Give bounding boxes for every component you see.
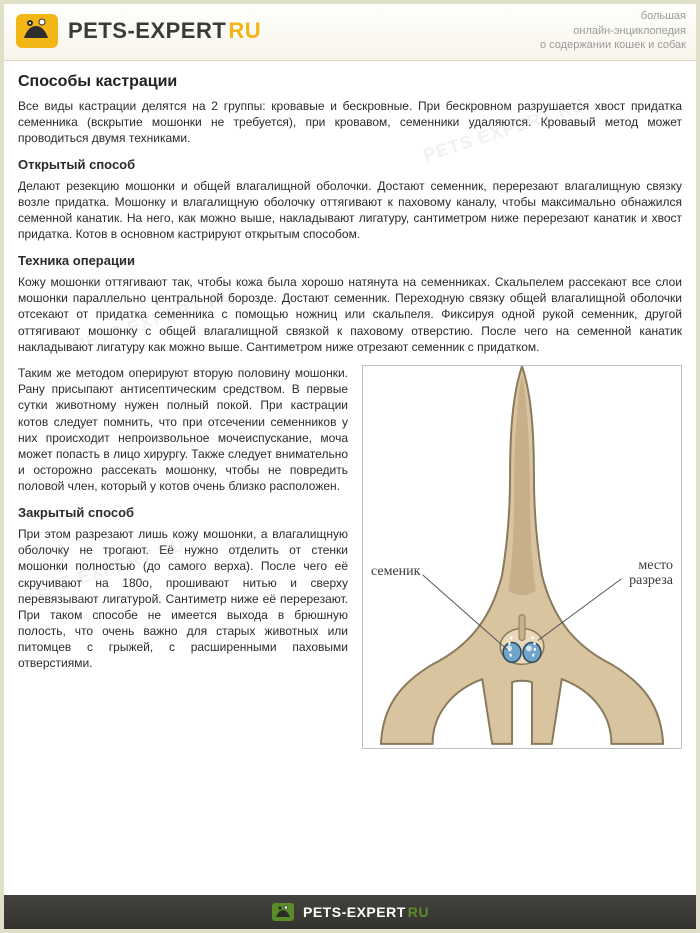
footer-brand-suffix: RU [408, 904, 429, 920]
tagline-line: Большая [540, 9, 686, 24]
brand-main: PETS-EXPERT [68, 18, 226, 43]
section-heading-open: Открытый способ [18, 156, 682, 174]
section-body-technique-2: Таким же методом оперируют вторую полови… [18, 365, 348, 495]
pets-logo-icon [14, 8, 60, 54]
section-heading-closed: Закрытый способ [18, 504, 348, 522]
content-two-column: Таким же методом оперируют вторую полови… [18, 365, 682, 749]
header: PETS-EXPERTRU Большая онлайн-энциклопеди… [0, 0, 700, 61]
article-content: Способы кастрации Все виды кастрации дел… [0, 61, 700, 757]
tagline-line: онлайн-энциклопедия [540, 24, 686, 39]
cat-anatomy-svg [363, 366, 681, 748]
header-tagline: Большая онлайн-энциклопедия о содержании… [540, 9, 686, 54]
intro-paragraph: Все виды кастрации делятся на 2 группы: … [18, 98, 682, 147]
tagline-line: о содержании кошек и собак [540, 38, 686, 53]
logo-text: PETS-EXPERTRU [68, 18, 261, 44]
anatomy-figure: семеник место разреза [362, 365, 682, 749]
section-body-technique-1: Кожу мошонки оттягивают так, чтобы кожа … [18, 274, 682, 355]
logo: PETS-EXPERTRU [14, 8, 261, 54]
footer: PETS-EXPERTRU [4, 895, 696, 929]
page-title: Способы кастрации [18, 71, 682, 93]
brand-suffix: RU [228, 18, 261, 43]
section-body-open: Делают резекцию мошонки и общей влагалищ… [18, 178, 682, 243]
footer-brand-main: PETS-EXPERT [303, 904, 406, 920]
section-body-closed: При этом разрезают лишь кожу мошонки, а … [18, 526, 348, 672]
footer-logo-icon [271, 900, 295, 924]
section-heading-technique: Техника операции [18, 252, 682, 270]
footer-brand: PETS-EXPERTRU [303, 904, 429, 920]
left-column: Таким же методом оперируют вторую полови… [18, 365, 348, 682]
